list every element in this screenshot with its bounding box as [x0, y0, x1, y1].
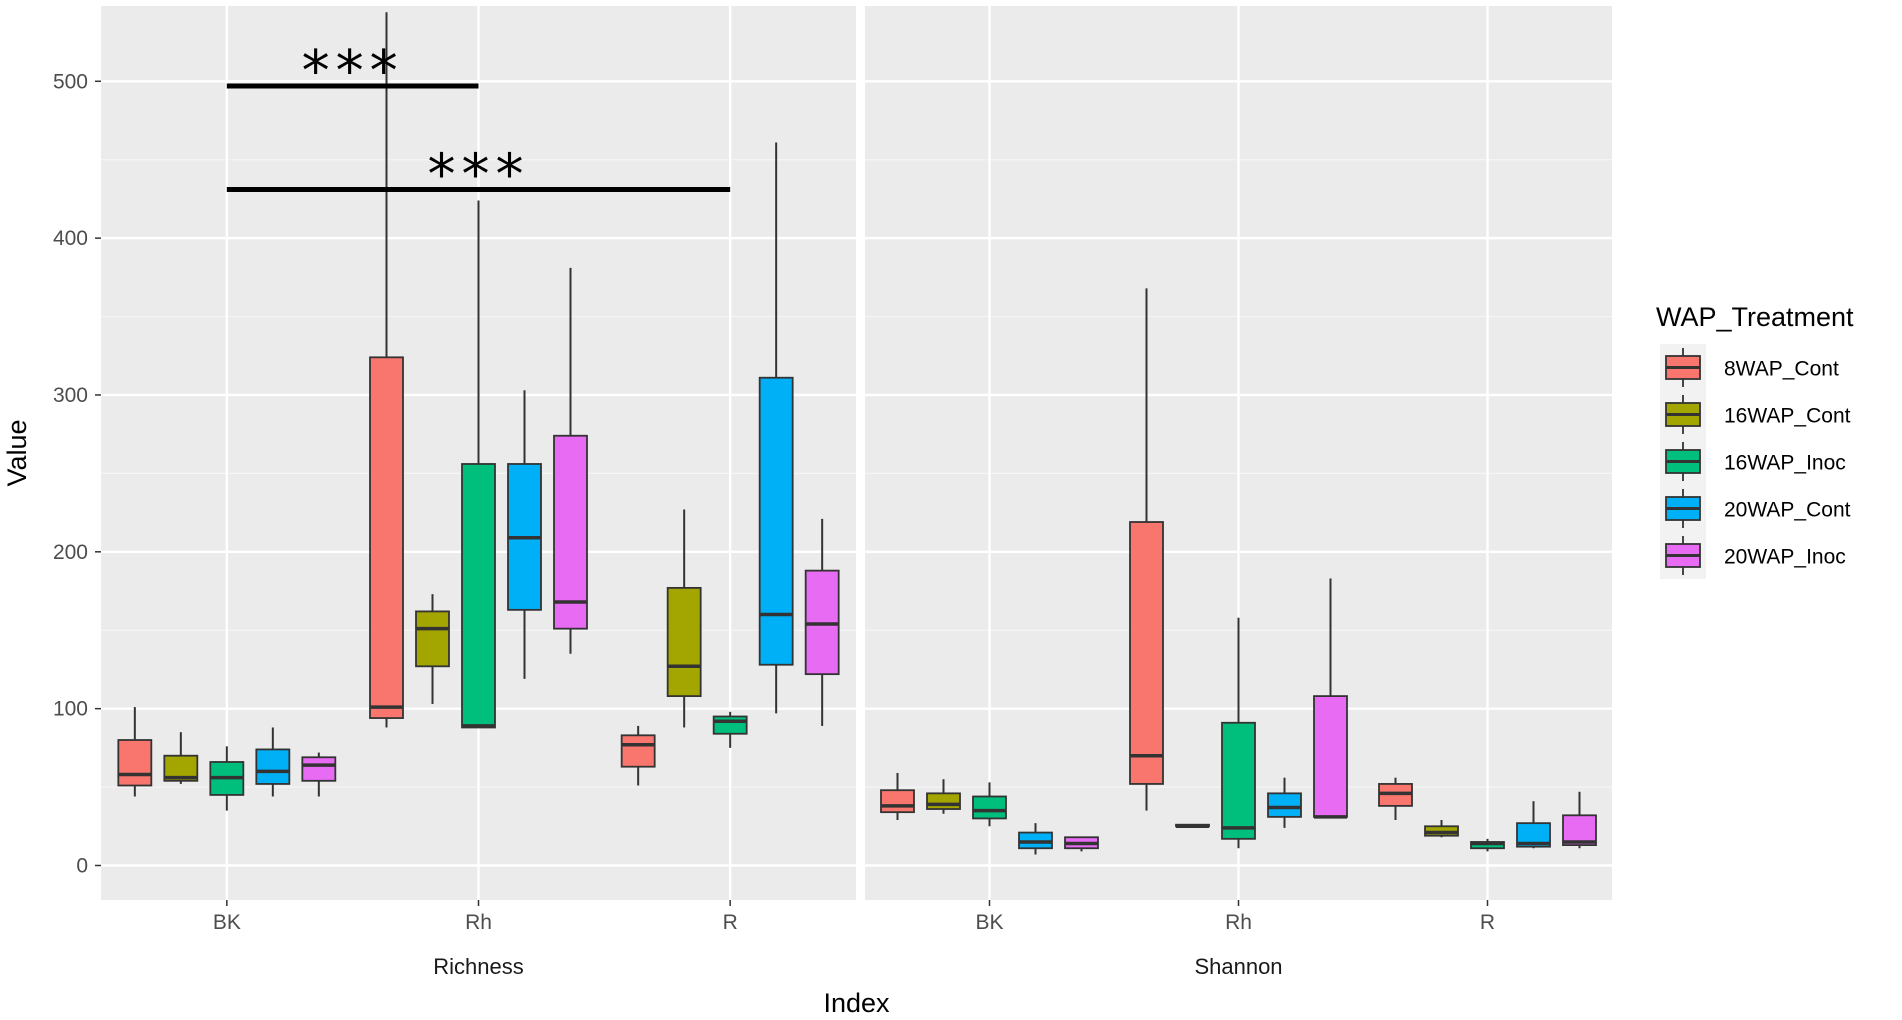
x-tick-label-rh: Rh [465, 911, 492, 934]
box-shannon-rh-20wap-cont [1267, 777, 1302, 828]
box-richness-rh-16wap-cont [415, 594, 450, 704]
y-tick-label: 100 [53, 698, 88, 721]
box-iqr [1267, 792, 1302, 818]
legend-label-20wap-cont: 20WAP_Cont [1724, 499, 1851, 522]
y-tick-label: 500 [53, 70, 88, 93]
box-shannon-bk-20wap-cont [1018, 823, 1053, 855]
box-iqr [1516, 822, 1551, 848]
x-tick-label-r: R [1480, 911, 1495, 934]
legend-label-16wap-inoc: 16WAP_Inoc [1724, 452, 1846, 475]
facet-label-shannon: Shannon [1194, 954, 1282, 979]
box-iqr [1313, 695, 1348, 818]
box-iqr [926, 792, 961, 810]
x-axis-title: Index [823, 988, 890, 1018]
y-tick-label: 200 [53, 541, 88, 564]
box-richness-r-20wap-cont [758, 142, 794, 714]
box-richness-rh-20wap-cont [507, 390, 542, 679]
box-iqr [301, 756, 337, 782]
box-iqr [620, 734, 656, 768]
box-richness-r-8wap-cont [620, 725, 656, 786]
box-richness-rh-8wap-cont [369, 12, 404, 728]
legend-key-20wap-cont [1660, 485, 1706, 532]
significance-label-0: *** [302, 39, 404, 104]
box-iqr [369, 356, 404, 719]
box-iqr [1221, 721, 1256, 840]
box-iqr [1129, 521, 1164, 785]
box-iqr [553, 434, 588, 630]
box-richness-bk-16wap-cont [163, 732, 199, 784]
box-shannon-r-16wap-cont [1424, 820, 1459, 838]
y-tick-label: 300 [53, 384, 88, 407]
box-richness-bk-8wap-cont [117, 707, 153, 797]
box-richness-rh-20wap-inoc [553, 267, 588, 654]
x-tick-label-r: R [723, 911, 738, 934]
significance-label-1: *** [428, 143, 530, 208]
y-tick-label: 0 [76, 854, 88, 877]
box-shannon-rh-16wap-cont [1175, 823, 1210, 829]
facet-label-richness: Richness [433, 954, 523, 979]
box-shannon-rh-8wap-cont [1129, 288, 1164, 811]
legend-label-8wap-cont: 8WAP_Cont [1724, 358, 1839, 381]
box-shannon-r-8wap-cont [1378, 777, 1413, 821]
box-richness-bk-16wap-inoc [209, 746, 245, 811]
box-shannon-rh-20wap-inoc [1313, 578, 1348, 819]
y-tick-label: 400 [53, 227, 88, 250]
legend-title: WAP_Treatment [1656, 302, 1854, 332]
box-shannon-r-20wap-inoc [1562, 791, 1597, 849]
legend: WAP_Treatment 8WAP_Cont 16WAP_Cont 16WAP… [1656, 302, 1854, 579]
box-iqr [415, 610, 450, 668]
box-iqr [972, 795, 1007, 820]
box-richness-bk-20wap-inoc [301, 752, 337, 797]
box-iqr [712, 715, 748, 735]
x-tick-label-rh: Rh [1225, 911, 1252, 934]
legend-key-20wap-inoc [1660, 532, 1706, 579]
box-richness-r-20wap-inoc [804, 518, 840, 726]
x-tick-label-bk: BK [975, 911, 1003, 934]
box-shannon-r-16wap-inoc [1470, 838, 1505, 852]
legend-key-16wap-cont [1660, 391, 1706, 438]
box-richness-r-16wap-inoc [712, 711, 748, 748]
box-shannon-bk-20wap-inoc [1064, 836, 1099, 852]
box-richness-bk-20wap-cont [255, 727, 291, 797]
legend-key-8wap-cont [1660, 344, 1706, 391]
box-iqr [666, 586, 702, 698]
box-shannon-rh-16wap-inoc [1221, 617, 1256, 849]
legend-label-20wap-inoc: 20WAP_Inoc [1724, 546, 1846, 569]
box-shannon-r-20wap-cont [1516, 801, 1551, 849]
legend-label-16wap-cont: 16WAP_Cont [1724, 405, 1851, 428]
box-shannon-bk-16wap-cont [926, 779, 961, 814]
box-iqr [255, 748, 291, 785]
box-shannon-bk-8wap-cont [880, 772, 915, 821]
box-iqr [880, 789, 915, 814]
box-iqr [758, 376, 794, 666]
box-shannon-bk-16wap-inoc [972, 782, 1007, 827]
box-iqr [117, 739, 153, 787]
box-iqr [461, 463, 496, 729]
y-axis-title: Value [2, 419, 32, 486]
legend-key-16wap-inoc [1660, 438, 1706, 485]
x-tick-label-bk: BK [213, 911, 241, 934]
box-richness-rh-16wap-inoc [461, 200, 496, 729]
box-richness-r-16wap-cont [666, 509, 702, 728]
box-iqr [1562, 814, 1597, 847]
